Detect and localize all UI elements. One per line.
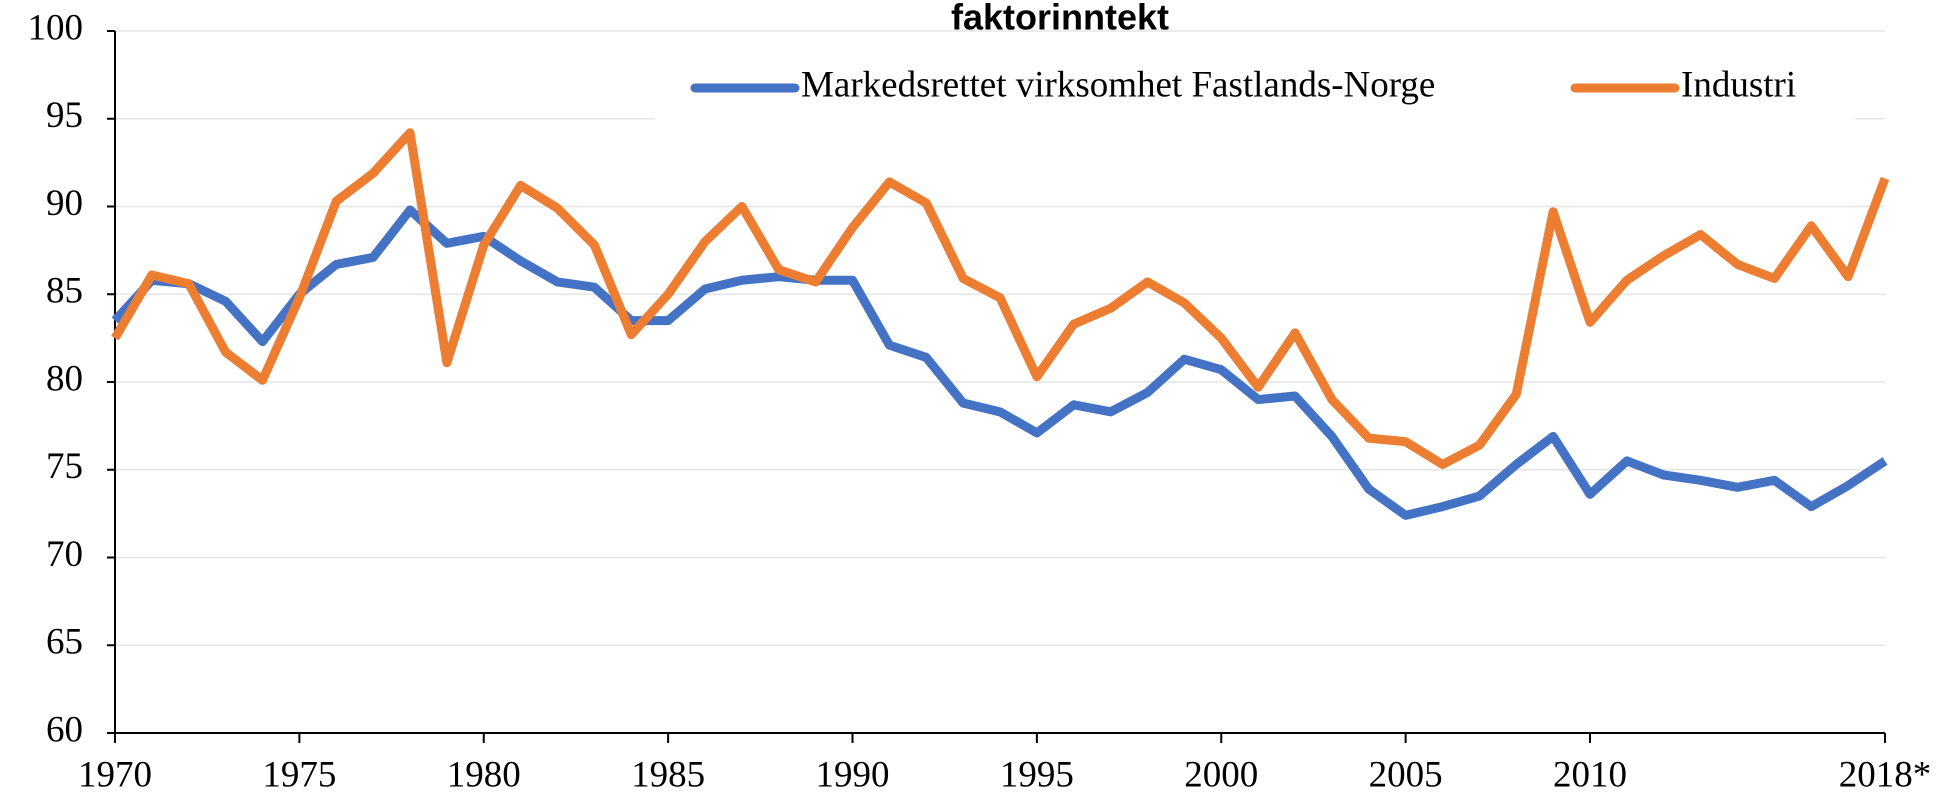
chart-title: faktorinntekt <box>951 0 1169 38</box>
series-line <box>111 128 1890 469</box>
x-tick-label: 1975 <box>262 754 336 795</box>
y-tick-label: 60 <box>46 709 83 750</box>
y-tick-label: 75 <box>46 446 83 487</box>
y-tick-label: 80 <box>46 358 83 399</box>
y-tick-label: 70 <box>46 534 83 575</box>
x-tick-label: 1990 <box>816 754 890 795</box>
y-tick-label: 100 <box>28 7 84 48</box>
series-line <box>111 205 1888 520</box>
y-tick-label: 90 <box>46 183 83 224</box>
x-tick-label: 1970 <box>78 754 152 795</box>
y-tick-label: 95 <box>46 95 83 136</box>
y-tick-label: 65 <box>46 622 83 663</box>
x-tick-label: 2000 <box>1184 754 1258 795</box>
y-tick-label: 85 <box>46 271 83 312</box>
x-tick-label: 1985 <box>631 754 705 795</box>
legend-label: Industri <box>1681 64 1796 105</box>
x-tick-label: 2005 <box>1369 754 1443 795</box>
x-tick-label: 1995 <box>1000 754 1074 795</box>
x-tick-label: 2010 <box>1553 754 1627 795</box>
x-tick-label: 1980 <box>447 754 521 795</box>
x-tick-label: 2018* <box>1839 754 1932 795</box>
legend-label: Markedsrettet virksomhet Fastlands-Norge <box>801 64 1435 105</box>
